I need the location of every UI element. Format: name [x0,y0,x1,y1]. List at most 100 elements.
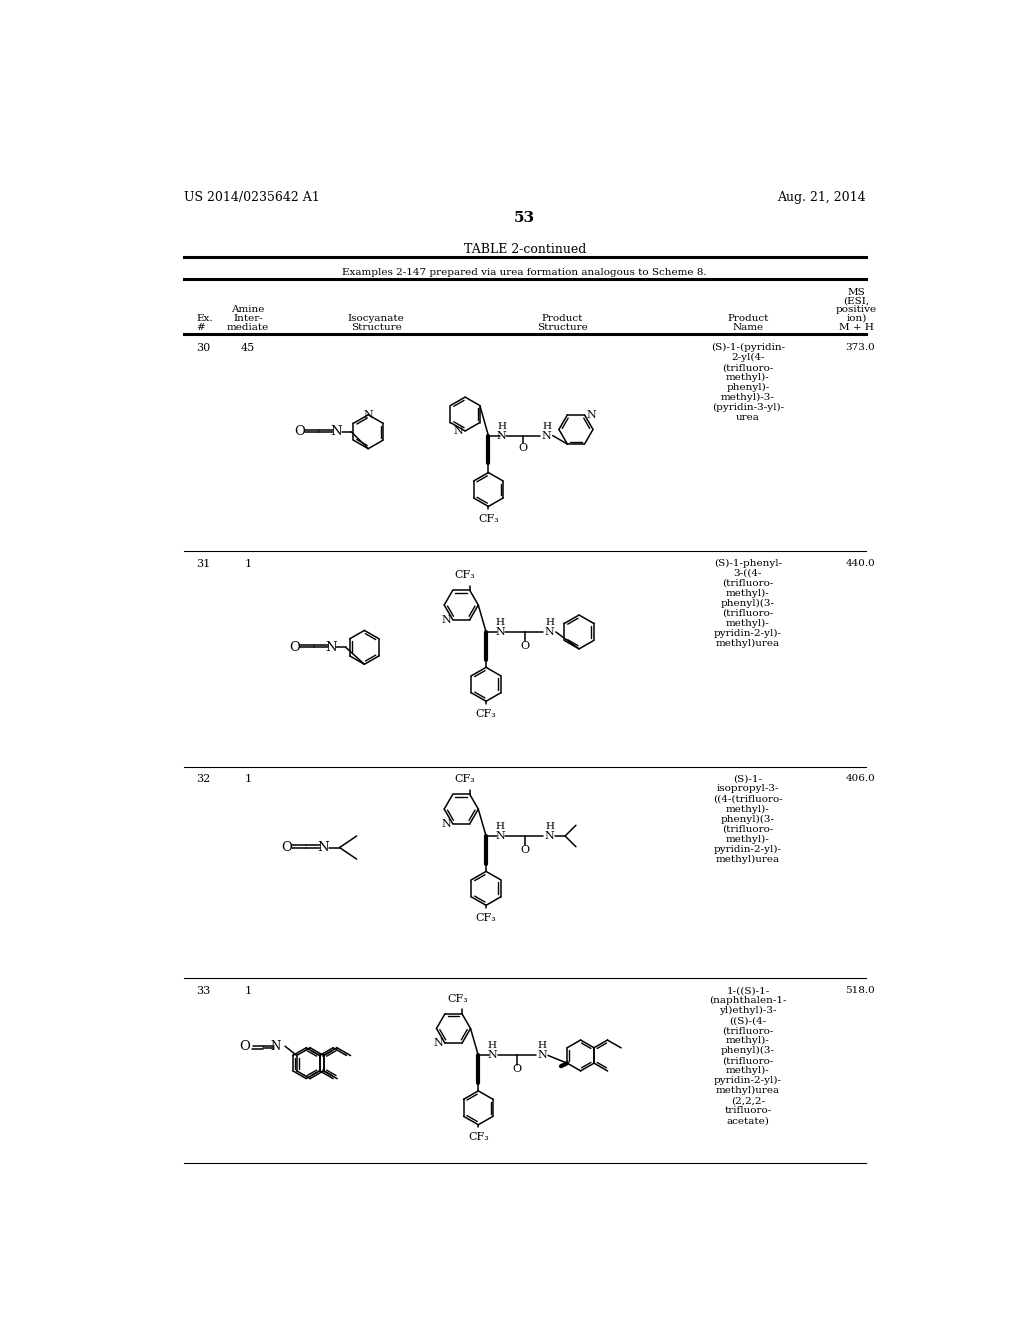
Text: N: N [441,615,452,624]
Text: Inter-: Inter- [233,314,263,323]
Text: (S)-1-: (S)-1- [733,775,763,783]
Text: 373.0: 373.0 [846,343,876,352]
Text: TABLE 2-continued: TABLE 2-continued [464,243,586,256]
Text: 1: 1 [245,986,252,997]
Text: US 2014/0235642 A1: US 2014/0235642 A1 [183,191,319,203]
Text: N: N [364,409,373,420]
Text: Structure: Structure [537,323,588,333]
Text: CF₃: CF₃ [455,570,475,581]
Text: N: N [441,818,452,829]
Text: MS: MS [848,288,865,297]
Text: (S)-1-phenyl-: (S)-1-phenyl- [714,558,782,568]
Text: methyl)urea: methyl)urea [716,639,780,648]
Text: (naphthalen-1-: (naphthalen-1- [710,997,786,1006]
Text: phenyl)(3-: phenyl)(3- [721,599,775,609]
Text: methyl)-: methyl)- [726,589,770,598]
Text: (ESI,: (ESI, [844,296,869,305]
Text: H: H [538,1041,547,1051]
Text: methyl)urea: methyl)urea [716,1086,780,1096]
Text: (2,2,2-: (2,2,2- [731,1096,765,1105]
Text: Ex.: Ex. [197,314,213,323]
Text: M + H: M + H [839,323,873,333]
Text: N: N [434,1038,443,1048]
Text: N: N [270,1040,281,1053]
Text: 45: 45 [241,343,255,354]
Text: H: H [496,821,505,830]
Text: 1: 1 [245,558,252,569]
Text: N: N [453,426,463,436]
Text: isopropyl-3-: isopropyl-3- [717,784,779,793]
Text: Aug. 21, 2014: Aug. 21, 2014 [777,191,866,203]
Text: CF₃: CF₃ [468,1133,488,1142]
Text: CF₃: CF₃ [447,994,468,1003]
Text: 3-((4-: 3-((4- [734,569,762,578]
Text: N: N [497,430,507,441]
Text: O: O [240,1040,250,1053]
Text: H: H [545,618,554,627]
Text: 53: 53 [514,211,536,224]
Text: methyl)-: methyl)- [726,1036,770,1045]
Text: urea: urea [736,413,760,422]
Text: H: H [545,821,554,830]
Text: 32: 32 [197,775,211,784]
Text: Examples 2-147 prepared via urea formation analogous to Scheme 8.: Examples 2-147 prepared via urea formati… [342,268,708,277]
Text: methyl)-: methyl)- [726,1067,770,1076]
Text: 1: 1 [245,775,252,784]
Text: N: N [537,1051,547,1060]
Text: Amine: Amine [231,305,265,314]
Text: CF₃: CF₃ [476,913,497,923]
Text: pyridin-2-yl)-: pyridin-2-yl)- [714,1076,782,1085]
Text: phenyl)(3-: phenyl)(3- [721,1047,775,1055]
Text: N: N [587,409,597,420]
Text: Isocyanate: Isocyanate [347,314,404,323]
Text: (S)-1-(pyridin-: (S)-1-(pyridin- [711,343,785,352]
Text: H: H [487,1041,497,1051]
Text: ((4-(trifluoro-: ((4-(trifluoro- [713,795,783,804]
Text: N: N [317,841,329,854]
Text: methyl)-: methyl)- [726,619,770,628]
Text: O: O [520,640,529,651]
Text: positive: positive [836,305,878,314]
Text: O: O [289,640,300,653]
Text: O: O [520,845,529,855]
Text: CF₃: CF₃ [478,515,499,524]
Text: 1-((S)-1-: 1-((S)-1- [726,986,770,995]
Text: 31: 31 [197,558,211,569]
Text: (trifluoro-: (trifluoro- [722,363,774,372]
Text: methyl)urea: methyl)urea [716,854,780,863]
Text: methyl)-: methyl)- [726,834,770,843]
Text: 518.0: 518.0 [846,986,876,995]
Text: phenyl)-: phenyl)- [726,383,770,392]
Text: N: N [545,627,554,638]
Text: O: O [519,444,527,453]
Text: N: N [331,425,342,438]
Text: trifluoro-: trifluoro- [724,1106,772,1115]
Text: Product: Product [727,314,769,323]
Text: (pyridin-3-yl)-: (pyridin-3-yl)- [712,404,784,412]
Text: Product: Product [542,314,583,323]
Text: (trifluoro-: (trifluoro- [722,1056,774,1065]
Text: N: N [542,430,551,441]
Text: 440.0: 440.0 [846,558,876,568]
Text: 30: 30 [197,343,211,354]
Text: 2-yl(4-: 2-yl(4- [731,354,765,362]
Text: N: N [326,640,337,653]
Text: methyl)-: methyl)- [726,804,770,813]
Text: #: # [197,323,205,333]
Text: acetate): acetate) [727,1117,769,1125]
Text: CF₃: CF₃ [455,775,475,784]
Text: (trifluoro-: (trifluoro- [722,1026,774,1035]
Text: phenyl)(3-: phenyl)(3- [721,814,775,824]
Text: N: N [496,627,505,638]
Text: O: O [282,841,292,854]
Text: Structure: Structure [350,323,401,333]
Text: N: N [496,832,505,841]
Text: (trifluoro-: (trifluoro- [722,579,774,587]
Text: ion): ion) [846,314,866,323]
Text: H: H [497,422,506,430]
Text: pyridin-2-yl)-: pyridin-2-yl)- [714,845,782,854]
Text: N: N [487,1051,497,1060]
Text: H: H [542,422,551,430]
Text: CF₃: CF₃ [476,709,497,719]
Text: 33: 33 [197,986,211,997]
